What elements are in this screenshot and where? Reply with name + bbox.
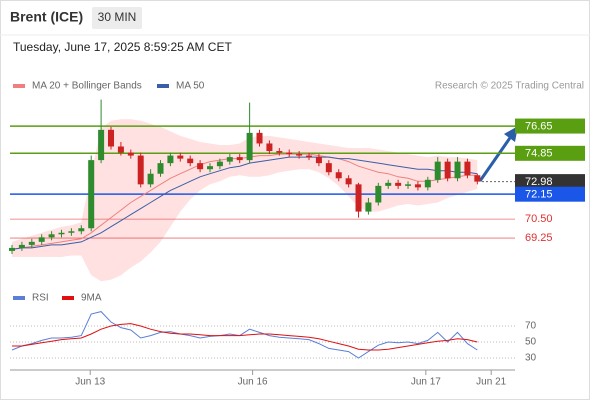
candle-body bbox=[18, 244, 25, 248]
level-label: 74.85 bbox=[525, 148, 553, 160]
candle-body bbox=[325, 163, 332, 173]
candle-body bbox=[375, 185, 382, 203]
candle-body bbox=[444, 161, 451, 179]
candle-body bbox=[147, 173, 154, 185]
candle-body bbox=[216, 161, 223, 167]
candle-body bbox=[335, 172, 342, 179]
ma-line bbox=[11, 153, 478, 250]
candle-body bbox=[414, 184, 421, 188]
forecast-arrow bbox=[478, 134, 514, 182]
candle-body bbox=[256, 132, 263, 144]
candle-body bbox=[266, 143, 273, 152]
candle-body bbox=[167, 155, 174, 164]
level-label: 72.15 bbox=[525, 189, 553, 201]
legend-swatch bbox=[157, 84, 169, 88]
x-tick-label: Jun 13 bbox=[75, 377, 105, 388]
candle-body bbox=[177, 155, 184, 159]
symbol: Brent (ICE) bbox=[10, 9, 83, 25]
candle-body bbox=[127, 152, 134, 156]
candle-body bbox=[38, 237, 45, 242]
candle-body bbox=[187, 158, 194, 164]
x-tick-label: Jun 17 bbox=[411, 377, 441, 388]
candle-body bbox=[385, 182, 392, 186]
candle-body bbox=[306, 155, 313, 158]
legend-swatch bbox=[13, 84, 25, 88]
legend-label: 9MA bbox=[81, 293, 102, 304]
level-box bbox=[515, 174, 585, 190]
candle-body bbox=[157, 163, 164, 174]
candle-body bbox=[276, 151, 283, 153]
rsi-tick-label: 50 bbox=[525, 337, 537, 348]
candle-body bbox=[108, 129, 115, 147]
candle-body bbox=[226, 157, 233, 162]
candle-body bbox=[68, 231, 75, 233]
rsi-line bbox=[11, 311, 478, 359]
level-label: 76.65 bbox=[525, 120, 553, 132]
datetime: Tuesday, June 17, 2025 8:59:25 AM CET bbox=[13, 40, 232, 54]
legend-label: MA 20 + Bollinger Bands bbox=[32, 81, 142, 92]
bollinger-band bbox=[12, 119, 478, 282]
legend-label: RSI bbox=[32, 293, 49, 304]
candle-body bbox=[434, 161, 441, 180]
candle-body bbox=[88, 160, 95, 229]
candle-body bbox=[355, 184, 362, 212]
interval[interactable]: 30 MIN bbox=[98, 10, 137, 24]
legend-label: MA 50 bbox=[176, 81, 205, 92]
candle-body bbox=[117, 146, 124, 153]
candle-body bbox=[405, 184, 412, 186]
candle-body bbox=[48, 234, 55, 238]
candle-body bbox=[246, 132, 253, 161]
candle-body bbox=[395, 182, 402, 186]
rsi-line bbox=[12, 323, 478, 351]
level-box bbox=[515, 118, 585, 134]
credit: Research © 2025 Trading Central bbox=[435, 81, 584, 92]
rsi-tick-label: 30 bbox=[525, 353, 537, 364]
interval-box[interactable] bbox=[92, 7, 142, 29]
candle-body bbox=[28, 241, 35, 245]
level-label: 69.25 bbox=[525, 232, 553, 244]
x-tick-label: Jun 21 bbox=[476, 377, 506, 388]
candle-body bbox=[207, 166, 214, 170]
candle-body bbox=[365, 202, 372, 212]
candle-body bbox=[197, 163, 204, 170]
candle-body bbox=[286, 152, 293, 155]
candle-body bbox=[58, 232, 65, 235]
candle-body bbox=[315, 157, 322, 164]
candle-body bbox=[296, 154, 303, 156]
rsi-tick-label: 70 bbox=[525, 321, 537, 332]
x-tick-label: Jun 16 bbox=[238, 377, 268, 388]
ma-line bbox=[11, 156, 478, 250]
level-label: 70.50 bbox=[525, 213, 553, 225]
candle-body bbox=[454, 161, 461, 179]
level-label: 72.98 bbox=[525, 176, 553, 188]
candle-body bbox=[474, 175, 481, 182]
forecast-arrowhead bbox=[504, 126, 518, 142]
level-box bbox=[515, 145, 585, 161]
candle-body bbox=[424, 179, 431, 188]
candle-body bbox=[78, 228, 85, 232]
legend-swatch bbox=[62, 296, 74, 300]
legend-swatch bbox=[13, 296, 25, 300]
level-box bbox=[515, 186, 585, 202]
candle-body bbox=[464, 161, 471, 176]
candle-body bbox=[345, 178, 352, 185]
candle-body bbox=[236, 157, 243, 161]
candle-body bbox=[9, 247, 15, 251]
candle-body bbox=[98, 129, 105, 161]
candle-body bbox=[137, 155, 144, 185]
